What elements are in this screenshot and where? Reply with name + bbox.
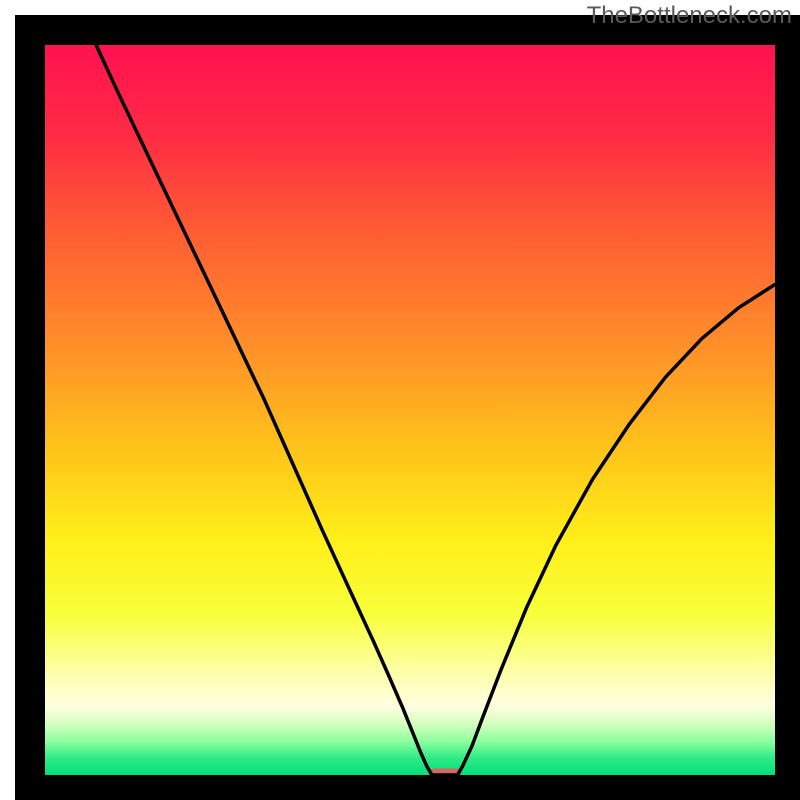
chart-svg: [0, 0, 800, 800]
watermark-text: TheBottleneck.com: [587, 2, 792, 30]
bottleneck-chart: TheBottleneck.com: [0, 0, 800, 800]
plot-background: [45, 45, 775, 775]
